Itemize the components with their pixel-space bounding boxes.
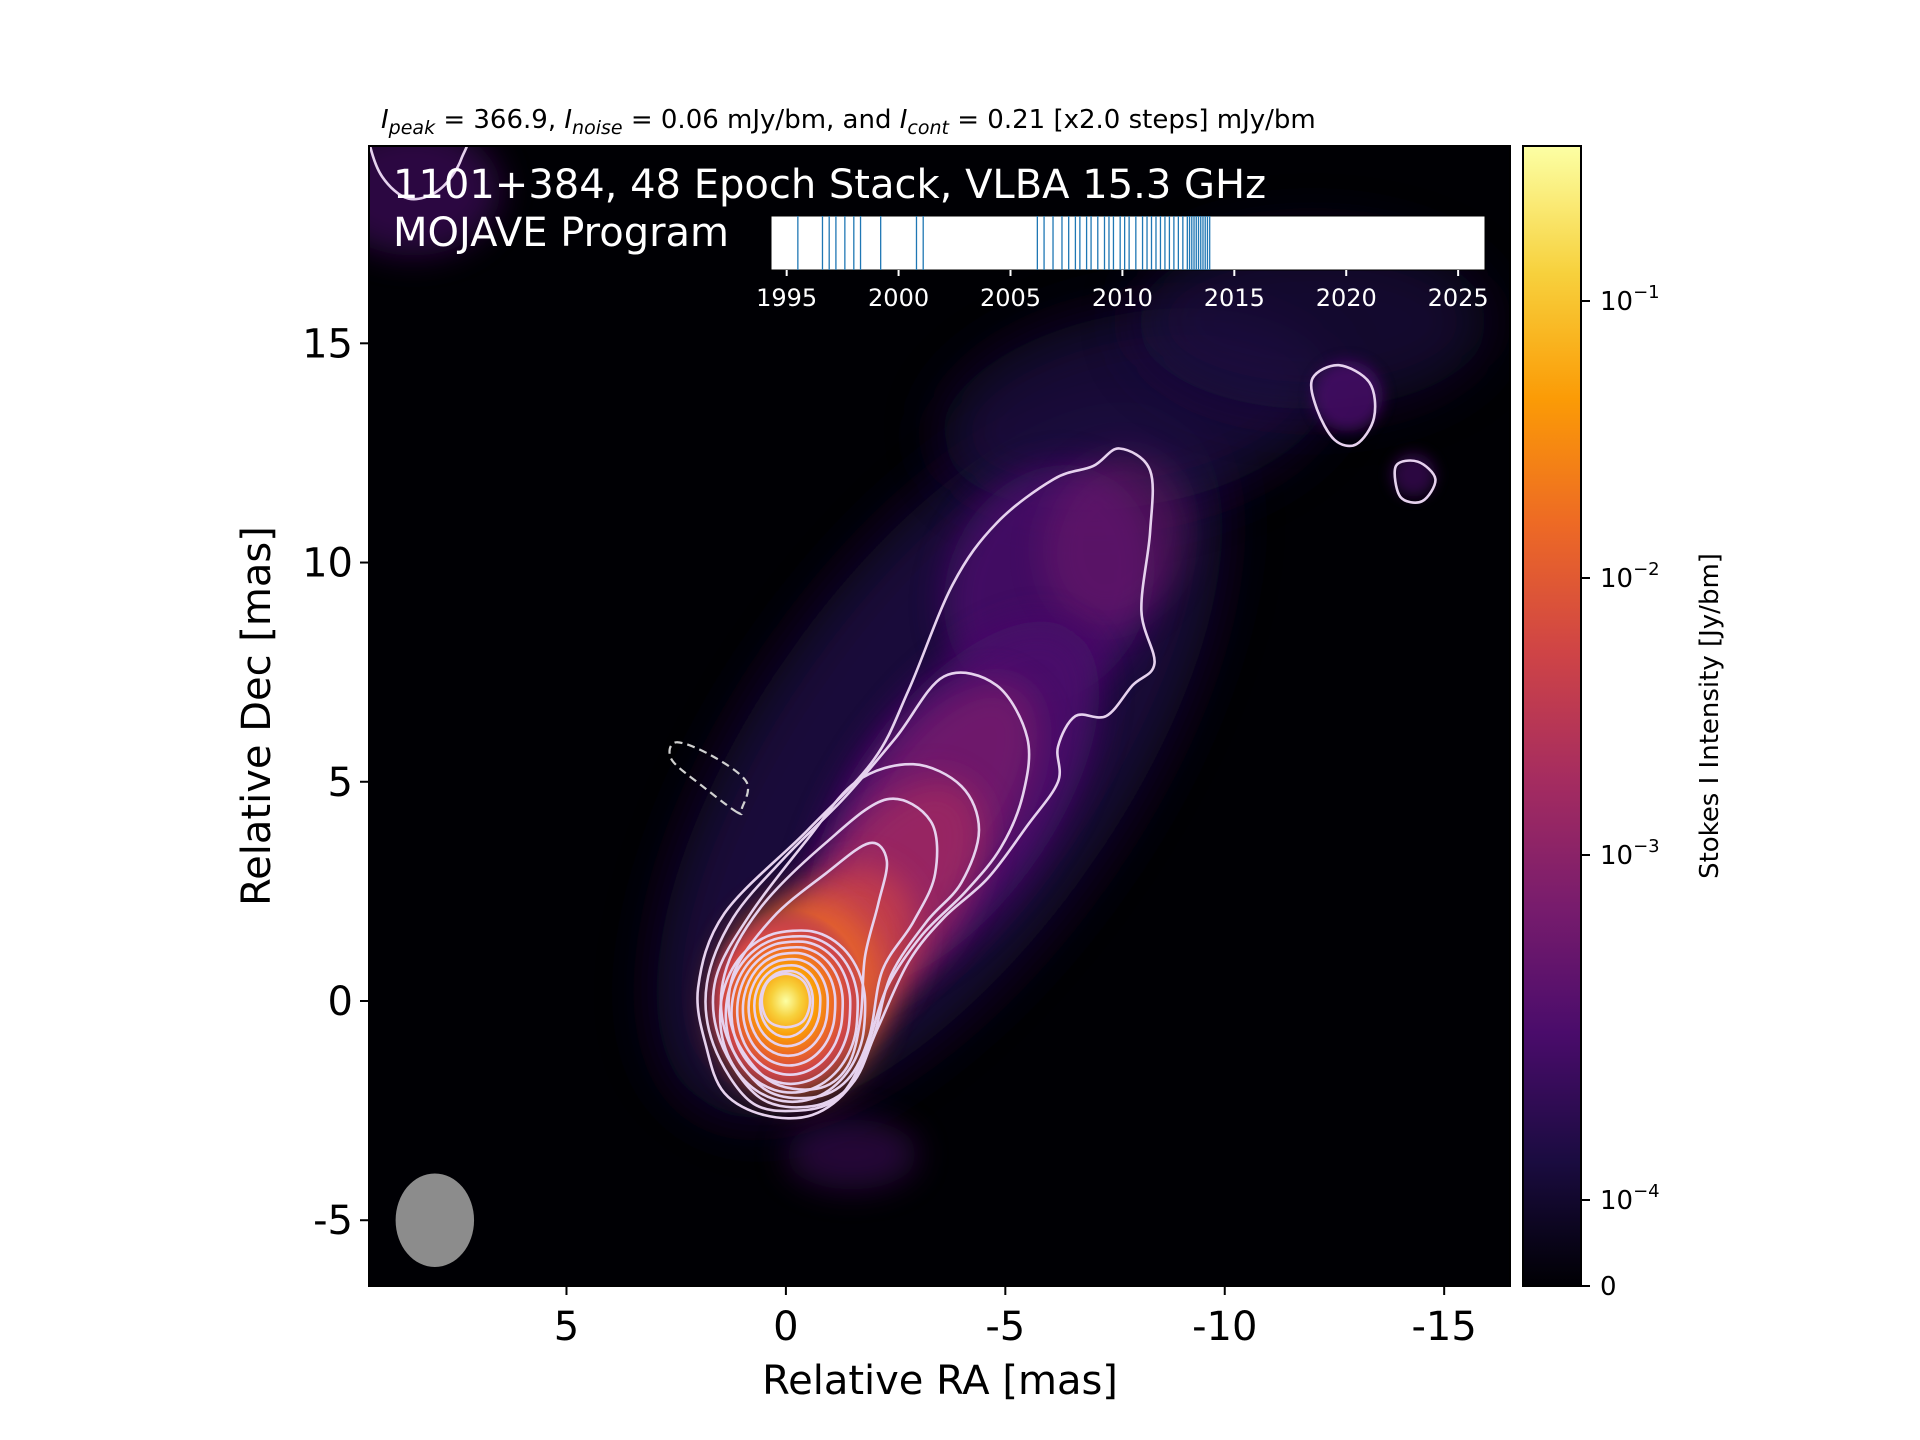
colorbar-tick-label: 10−4 <box>1600 1181 1660 1216</box>
stats-segment: cont <box>907 117 950 139</box>
contour-line <box>747 957 830 1058</box>
stats-segment: noise <box>572 117 623 139</box>
stats-segment: = 366.9, <box>435 105 564 135</box>
colorbar-tick-label: 10−3 <box>1600 836 1660 871</box>
stats-segment: = 0.06 mJy/bm, and <box>623 105 900 135</box>
contour-line <box>730 940 852 1086</box>
contour-line <box>711 762 981 1109</box>
epoch-tick-label: 2020 <box>1316 284 1377 312</box>
x-tick-label: -15 <box>1412 1304 1477 1350</box>
epoch-lines <box>797 216 1211 270</box>
colorbar-tick-label: 10−2 <box>1600 559 1660 594</box>
epoch-tick-label: 2005 <box>980 284 1041 312</box>
colorbar: 0 10−4 10−3 10−2 10−1 Stokes I Intensity [Jy… <box>1522 145 1725 1302</box>
contour-line <box>718 929 867 1104</box>
contour-line <box>369 146 469 201</box>
contour-line <box>668 741 750 816</box>
contour-line <box>758 969 815 1039</box>
y-axis-ticks: -5 0 5 10 15 <box>302 321 369 1244</box>
emission-blob <box>1136 233 1489 410</box>
contour-lines <box>369 146 1437 1120</box>
epoch-tick-label: 2000 <box>868 284 929 312</box>
beam-ellipse <box>395 1173 475 1267</box>
y-axis-label: Relative Dec [mas] <box>234 526 280 906</box>
y-tick-label: 5 <box>328 760 353 806</box>
epoch-tick-label: 2010 <box>1092 284 1153 312</box>
emission-blob <box>369 146 501 256</box>
contour-line <box>760 972 812 1029</box>
stats-segment: I <box>564 105 572 135</box>
contour-line <box>735 945 845 1077</box>
epoch-inset: 1995 2000 2005 2010 2015 2020 2025 <box>756 215 1489 312</box>
stats-segment: I <box>900 105 908 135</box>
epoch-tick-label: 1995 <box>756 284 817 312</box>
y-tick-label: 15 <box>302 321 353 367</box>
epoch-inset-ticks: 1995 2000 2005 2010 2015 2020 2025 <box>756 270 1489 312</box>
colorbar-gradient <box>1523 146 1581 1286</box>
stats-segment: peak <box>388 117 436 139</box>
colorbar-tick-label: 0 <box>1600 1272 1617 1302</box>
epoch-inset-background <box>770 215 1486 271</box>
map-title: 1101+384, 48 Epoch Stack, VLBA 15.3 GHz <box>393 162 1266 208</box>
colorbar-frame <box>1522 145 1582 1287</box>
map-frame <box>368 145 1511 1287</box>
y-tick-label: 10 <box>302 541 353 587</box>
colorbar-ticks: 0 10−4 10−3 10−2 10−1 <box>1581 282 1660 1302</box>
y-tick-label: 0 <box>328 979 353 1025</box>
epoch-tick-label: 2015 <box>1204 284 1265 312</box>
stats-line: Ipeak = 366.9, Inoise = 0.06 mJy/bm, and… <box>381 105 1316 139</box>
contour-line <box>741 951 837 1067</box>
x-axis-ticks: 5 0 -5 -10 -15 <box>554 1286 1477 1350</box>
x-axis-label: Relative RA [mas] <box>762 1358 1118 1404</box>
x-tick-label: -10 <box>1192 1304 1257 1350</box>
intensity-map-axes: 5 0 -5 -10 -15 -5 0 5 10 15 Relative RA [mas] Re… <box>234 145 1511 1404</box>
stats-segment: = 0.21 [x2.0 steps] mJy/bm <box>949 105 1316 135</box>
colorbar-label: Stokes I Intensity [Jy/bm] <box>1695 553 1725 879</box>
x-tick-label: 0 <box>773 1304 798 1350</box>
stats-segment: I <box>381 105 389 135</box>
x-tick-label: 5 <box>554 1304 579 1350</box>
map-subtitle: MOJAVE Program <box>393 210 729 256</box>
y-tick-label: -5 <box>313 1198 353 1244</box>
contour-line <box>752 964 822 1048</box>
x-tick-label: -5 <box>985 1304 1025 1350</box>
epoch-tick-label: 2025 <box>1428 284 1489 312</box>
contour-line <box>696 447 1156 1120</box>
contour-line <box>1393 459 1437 504</box>
emission-blob <box>785 1119 918 1190</box>
contour-line <box>724 934 860 1094</box>
colorbar-tick-label: 10−1 <box>1600 282 1660 317</box>
contour-line <box>727 841 889 1091</box>
contour-line <box>1309 363 1377 448</box>
